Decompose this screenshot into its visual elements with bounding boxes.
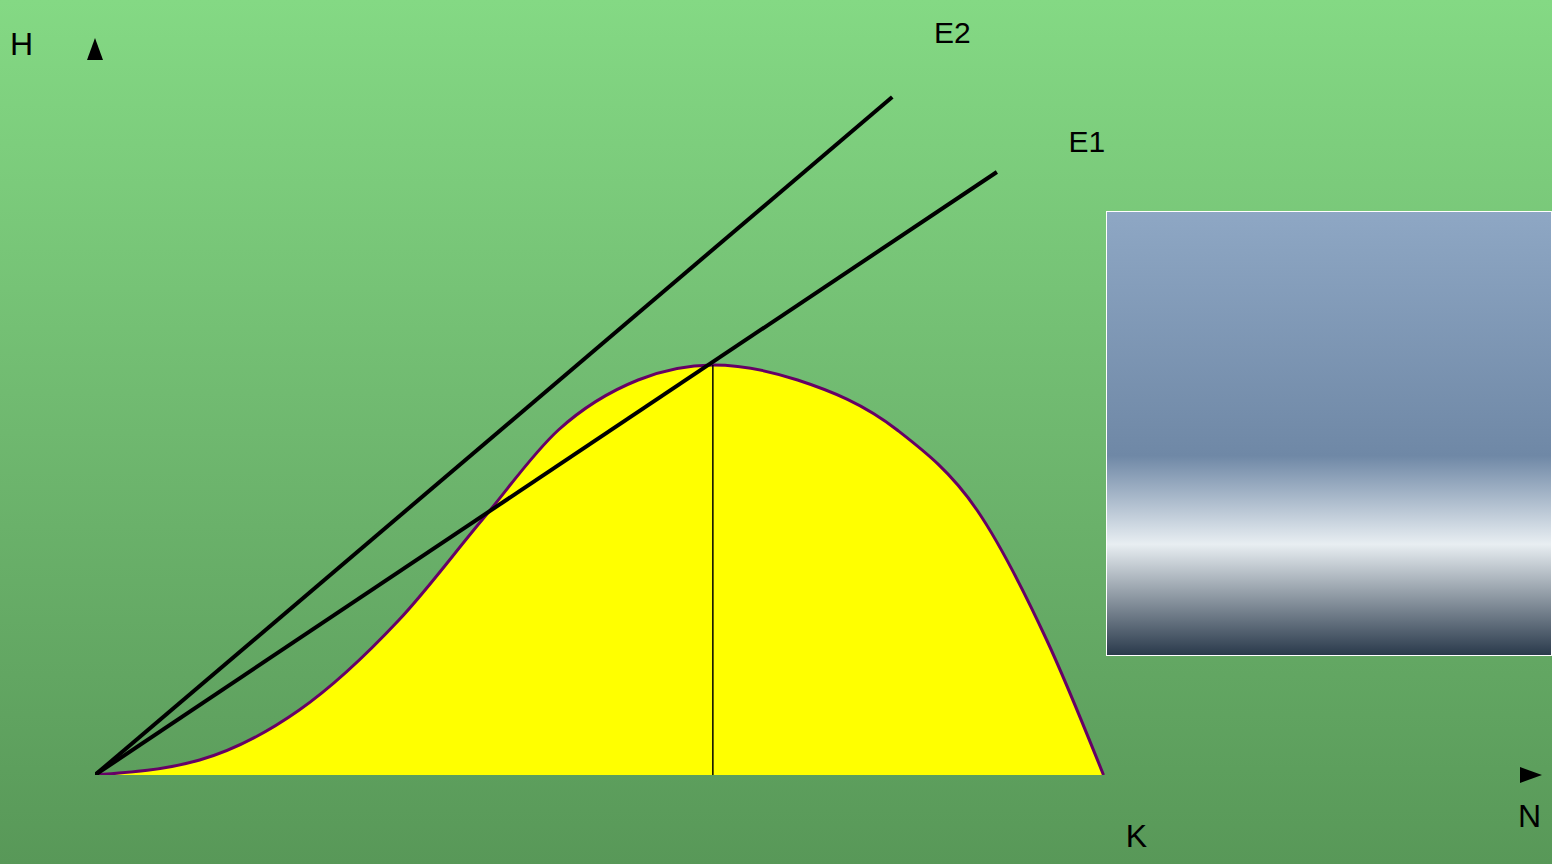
svg-text:E1: E1	[1069, 125, 1106, 158]
html-text:H: H	[10, 26, 34, 62]
svg-text:E2: E2	[934, 16, 971, 49]
svg-text:K: K	[1126, 818, 1147, 854]
html-text:N: N	[1518, 798, 1542, 834]
